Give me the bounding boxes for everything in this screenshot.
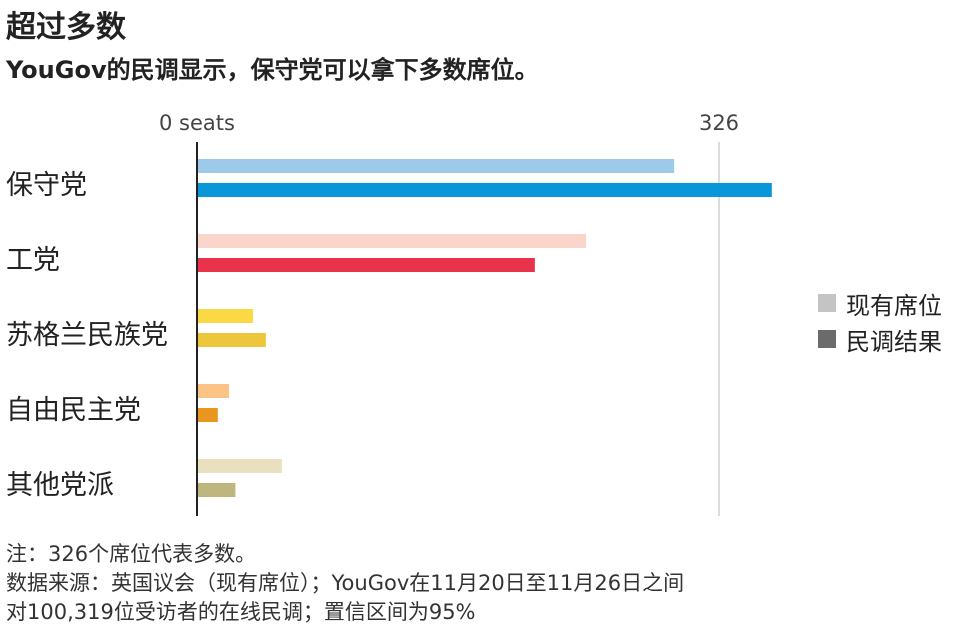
legend-swatch-current (818, 294, 836, 312)
note-majority: 注：326个席位代表多数。 (6, 542, 257, 566)
footnotes: 注：326个席位代表多数。 数据来源：英国议会（现有席位）；YouGov在11月… (6, 540, 684, 627)
legend-label-current: 现有席位 (846, 291, 942, 320)
bar-1-0 (197, 234, 587, 248)
category-label-4: 其他党派 (6, 470, 114, 501)
category-label-3: 自由民主党 (6, 395, 141, 426)
note-method: 对100,319位受访者的在线民调；置信区间为95% (6, 600, 476, 624)
bar-3-0 (197, 384, 230, 398)
legend-item-current: 现有席位 (818, 285, 942, 321)
x-tick-label-0: 0 seats (159, 111, 235, 135)
category-label-2: 苏格兰民族党 (6, 320, 168, 351)
chart-subtitle: YouGov的民调显示，保守党可以拿下多数席位。 (6, 56, 539, 84)
legend: 现有席位 民调结果 (818, 285, 942, 357)
note-source: 数据来源：英国议会（现有席位）；YouGov在11月20日至11月26日之间 (6, 571, 685, 595)
x-tick-label-1: 326 (699, 111, 739, 135)
bar-3-1 (197, 408, 218, 422)
category-label-1: 工党 (6, 245, 60, 276)
legend-label-poll: 民调结果 (846, 327, 942, 356)
bar-0-1 (197, 183, 772, 197)
chart-title: 超过多数 (6, 10, 126, 45)
bar-4-0 (197, 459, 282, 473)
bar-1-1 (197, 258, 535, 272)
bar-4-1 (197, 483, 236, 497)
legend-item-poll: 民调结果 (818, 321, 942, 357)
bar-2-1 (197, 333, 266, 347)
bar-0-0 (197, 159, 675, 173)
bar-2-0 (197, 309, 254, 323)
legend-swatch-poll (818, 330, 836, 348)
category-label-0: 保守党 (6, 170, 87, 201)
